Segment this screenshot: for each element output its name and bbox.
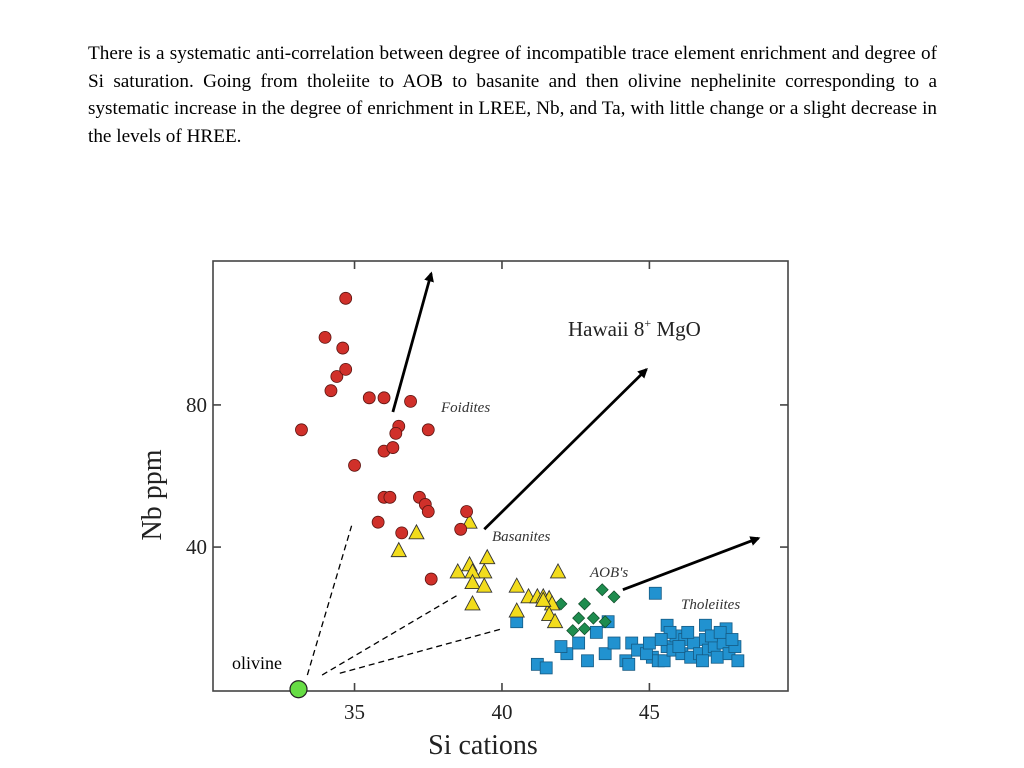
circle-point-0-15 <box>348 458 361 472</box>
y-axis-title: Nb ppm <box>137 449 168 540</box>
circle-point-0-6 <box>324 384 338 398</box>
dashed-line-2 <box>339 628 503 674</box>
circle-point-0-7 <box>362 391 376 405</box>
square-point-3-41 <box>643 636 656 650</box>
square-point-3-45 <box>672 640 686 653</box>
series-aob-s <box>554 583 621 638</box>
x-tick-label-0: 35 <box>344 700 365 724</box>
square-point-3-8 <box>539 661 553 675</box>
square-point-3-35 <box>681 625 695 639</box>
triangle-point-1-21 <box>535 591 552 607</box>
dashed-line-0 <box>306 525 353 676</box>
circle-point-0-1 <box>318 331 332 344</box>
diamond-point-2-3 <box>578 597 592 611</box>
olivine-group <box>289 680 308 699</box>
circle-point-0-22 <box>395 526 409 540</box>
circle-point-0-14 <box>386 441 400 454</box>
square-point-3-37 <box>640 647 653 661</box>
series-basanites <box>390 513 567 629</box>
olivine-point <box>289 680 308 699</box>
circle-point-0-20 <box>421 505 435 518</box>
square-point-3-42 <box>696 654 709 668</box>
square-point-3-33 <box>731 654 745 668</box>
data-series <box>295 291 745 675</box>
square-point-3-0 <box>648 586 662 600</box>
circle-point-0-2 <box>330 370 344 383</box>
square-point-3-5 <box>699 618 712 632</box>
triangle-point-1-2 <box>390 541 408 558</box>
annotation-superscript: + <box>644 316 651 330</box>
square-point-3-38 <box>554 640 568 653</box>
circle-point-0-8 <box>377 391 391 405</box>
triangle-point-1-18 <box>464 594 481 611</box>
circle-point-0-23 <box>454 522 468 536</box>
triangle-point-1-10 <box>508 577 525 593</box>
y-tick-label-0: 40 <box>186 535 207 559</box>
axis-ticks: 35 40 45 40 80 <box>186 261 788 724</box>
triangle-point-1-9 <box>476 577 493 593</box>
square-point-3-44 <box>581 654 594 668</box>
square-point-3-3 <box>589 625 603 639</box>
diamond-point-2-4 <box>572 611 586 625</box>
y-tick-label-1: 80 <box>186 393 207 417</box>
square-point-3-24 <box>687 636 701 650</box>
triangle-point-1-17 <box>508 602 525 618</box>
circle-point-0-0 <box>295 423 308 437</box>
square-point-3-17 <box>657 654 671 668</box>
circle-point-0-3 <box>339 291 353 305</box>
circle-point-0-9 <box>404 394 417 408</box>
diamond-point-2-0 <box>595 583 609 597</box>
circle-point-0-12 <box>389 426 403 440</box>
circle-point-0-5 <box>339 362 353 376</box>
triangle-point-1-1 <box>408 523 425 540</box>
square-point-3-29 <box>710 650 724 664</box>
annotation-tail: MgO <box>651 317 701 341</box>
series-foidites <box>295 291 473 586</box>
aobs-label: AOB's <box>589 565 628 581</box>
square-point-3-1 <box>510 615 524 629</box>
square-point-3-47 <box>725 633 739 646</box>
basanites-label: Basanites <box>492 529 550 545</box>
square-point-3-10 <box>572 636 586 650</box>
olivine-label: olivine <box>232 653 282 673</box>
foidites-label: Foidites <box>440 400 490 416</box>
x-axis-title: Si cations <box>428 730 538 761</box>
trend-arrow-1 <box>483 367 648 531</box>
triangle-point-1-0 <box>461 513 478 529</box>
diamond-point-2-5 <box>586 611 600 625</box>
square-point-3-43 <box>713 625 727 639</box>
diamond-point-2-1 <box>607 590 621 604</box>
square-point-3-39 <box>607 636 621 650</box>
circle-point-0-24 <box>460 505 473 518</box>
triangle-point-1-5 <box>478 548 496 565</box>
plot-frame <box>212 260 789 692</box>
trend-arrows <box>391 271 761 592</box>
tholeiites-label: Tholeiites <box>681 597 740 613</box>
circle-point-0-17 <box>383 490 397 504</box>
triangle-point-1-15 <box>549 562 567 579</box>
diamond-point-2-8 <box>598 615 612 629</box>
x-tick-label-1: 40 <box>491 700 512 724</box>
diamond-point-2-7 <box>578 622 592 636</box>
trend-arrow-2 <box>622 536 761 592</box>
circle-point-0-4 <box>336 341 350 355</box>
dashed-lines <box>306 525 503 676</box>
diamond-point-2-6 <box>566 624 580 638</box>
x-tick-label-2: 45 <box>639 700 660 724</box>
triangle-point-1-20 <box>546 612 564 629</box>
intro-paragraph: There is a systematic anti-correlation b… <box>88 43 937 147</box>
triangle-point-1-8 <box>464 573 481 590</box>
circle-point-0-11 <box>421 423 435 437</box>
chart-annotation: Hawaii 8+ MgO <box>568 316 701 341</box>
trend-arrow-0 <box>391 271 434 413</box>
annotation-main: Hawaii 8 <box>568 317 644 341</box>
square-point-3-40 <box>622 657 636 671</box>
circle-point-0-25 <box>424 572 438 586</box>
square-point-3-11 <box>598 647 612 661</box>
dashed-line-1 <box>321 594 459 676</box>
circle-point-0-21 <box>371 515 385 529</box>
square-point-3-46 <box>654 633 668 646</box>
